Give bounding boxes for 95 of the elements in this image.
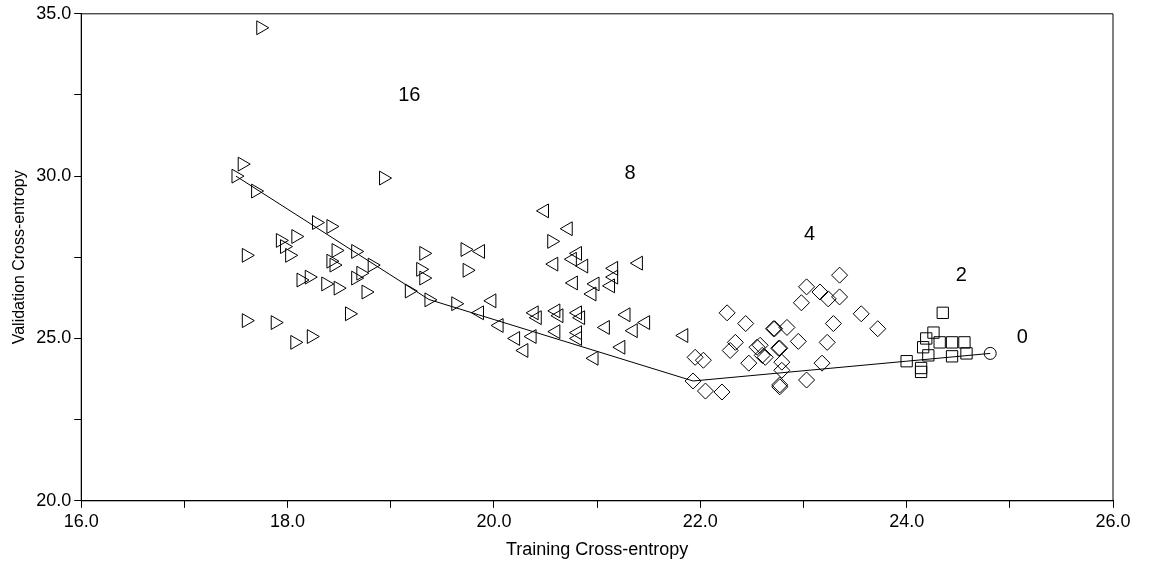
point bbox=[684, 372, 702, 390]
point bbox=[326, 219, 340, 234]
point bbox=[351, 244, 365, 259]
x-tick-label: 16.0 bbox=[63, 510, 99, 531]
point bbox=[379, 170, 393, 186]
point bbox=[404, 283, 418, 299]
point bbox=[462, 262, 476, 278]
point bbox=[290, 334, 304, 350]
x-tick-label: 26.0 bbox=[1095, 510, 1131, 531]
point bbox=[333, 280, 347, 296]
point bbox=[270, 315, 284, 330]
point bbox=[813, 354, 831, 372]
y-tick-label: 20.0 bbox=[36, 489, 72, 510]
point bbox=[686, 348, 704, 366]
point bbox=[694, 351, 712, 369]
point bbox=[419, 270, 433, 286]
point bbox=[279, 239, 293, 255]
point bbox=[852, 305, 870, 323]
point bbox=[773, 361, 791, 379]
point bbox=[811, 283, 829, 301]
point bbox=[231, 168, 245, 184]
point bbox=[285, 247, 299, 263]
point bbox=[927, 326, 940, 339]
point bbox=[726, 333, 744, 351]
point bbox=[696, 382, 714, 400]
point bbox=[778, 318, 796, 336]
point bbox=[773, 353, 791, 371]
point bbox=[798, 278, 816, 296]
point bbox=[547, 233, 561, 249]
point bbox=[936, 306, 949, 319]
point bbox=[329, 257, 343, 273]
point bbox=[424, 292, 438, 308]
point bbox=[356, 265, 370, 281]
y-tick-label: 25.0 bbox=[36, 327, 72, 348]
point bbox=[798, 371, 816, 389]
point bbox=[460, 242, 474, 257]
point bbox=[737, 315, 755, 333]
point bbox=[917, 341, 930, 354]
point bbox=[713, 383, 731, 401]
point bbox=[344, 306, 358, 322]
point bbox=[306, 329, 320, 344]
point bbox=[256, 20, 270, 36]
point bbox=[831, 266, 849, 284]
point bbox=[275, 232, 289, 248]
point bbox=[831, 288, 849, 306]
point bbox=[326, 253, 340, 269]
point bbox=[451, 296, 465, 312]
point bbox=[296, 272, 310, 288]
point bbox=[416, 261, 430, 277]
point bbox=[958, 336, 971, 349]
x-tick-label: 20.0 bbox=[476, 510, 512, 531]
point bbox=[869, 320, 887, 338]
point bbox=[819, 290, 837, 308]
point bbox=[933, 336, 946, 349]
point bbox=[241, 247, 255, 263]
y-axis-title: Validation Cross-entropy bbox=[10, 170, 28, 345]
point bbox=[367, 257, 381, 273]
y-tick-label: 35.0 bbox=[36, 2, 72, 23]
point bbox=[960, 347, 973, 360]
point bbox=[983, 346, 997, 360]
point bbox=[241, 313, 255, 329]
x-tick-label: 24.0 bbox=[889, 510, 925, 531]
point bbox=[331, 243, 345, 258]
point bbox=[922, 349, 935, 362]
point bbox=[321, 276, 335, 292]
point bbox=[914, 365, 928, 379]
x-axis-title: Training Cross-entropy bbox=[505, 539, 689, 560]
point bbox=[351, 270, 365, 286]
point bbox=[900, 355, 913, 368]
point bbox=[291, 229, 305, 244]
point bbox=[721, 341, 739, 359]
point bbox=[419, 245, 433, 261]
point bbox=[361, 284, 375, 300]
point bbox=[792, 294, 810, 312]
point bbox=[740, 354, 758, 372]
annotation: 16 bbox=[398, 82, 421, 105]
point bbox=[251, 183, 265, 199]
annotation: 8 bbox=[624, 160, 636, 183]
point bbox=[945, 336, 959, 349]
point bbox=[920, 332, 933, 345]
x-tick-label: 22.0 bbox=[682, 510, 718, 531]
point bbox=[718, 304, 736, 322]
x-tick-label: 18.0 bbox=[270, 510, 306, 531]
annotation: 0 bbox=[1016, 325, 1028, 348]
point bbox=[824, 315, 842, 333]
point bbox=[945, 350, 959, 363]
point bbox=[914, 361, 928, 375]
point bbox=[237, 156, 251, 172]
annotation: 4 bbox=[804, 221, 816, 244]
point bbox=[789, 332, 807, 350]
point bbox=[818, 333, 836, 351]
point bbox=[304, 269, 318, 285]
y-tick-label: 30.0 bbox=[36, 165, 72, 186]
point bbox=[311, 215, 325, 230]
annotation: 2 bbox=[955, 263, 967, 286]
